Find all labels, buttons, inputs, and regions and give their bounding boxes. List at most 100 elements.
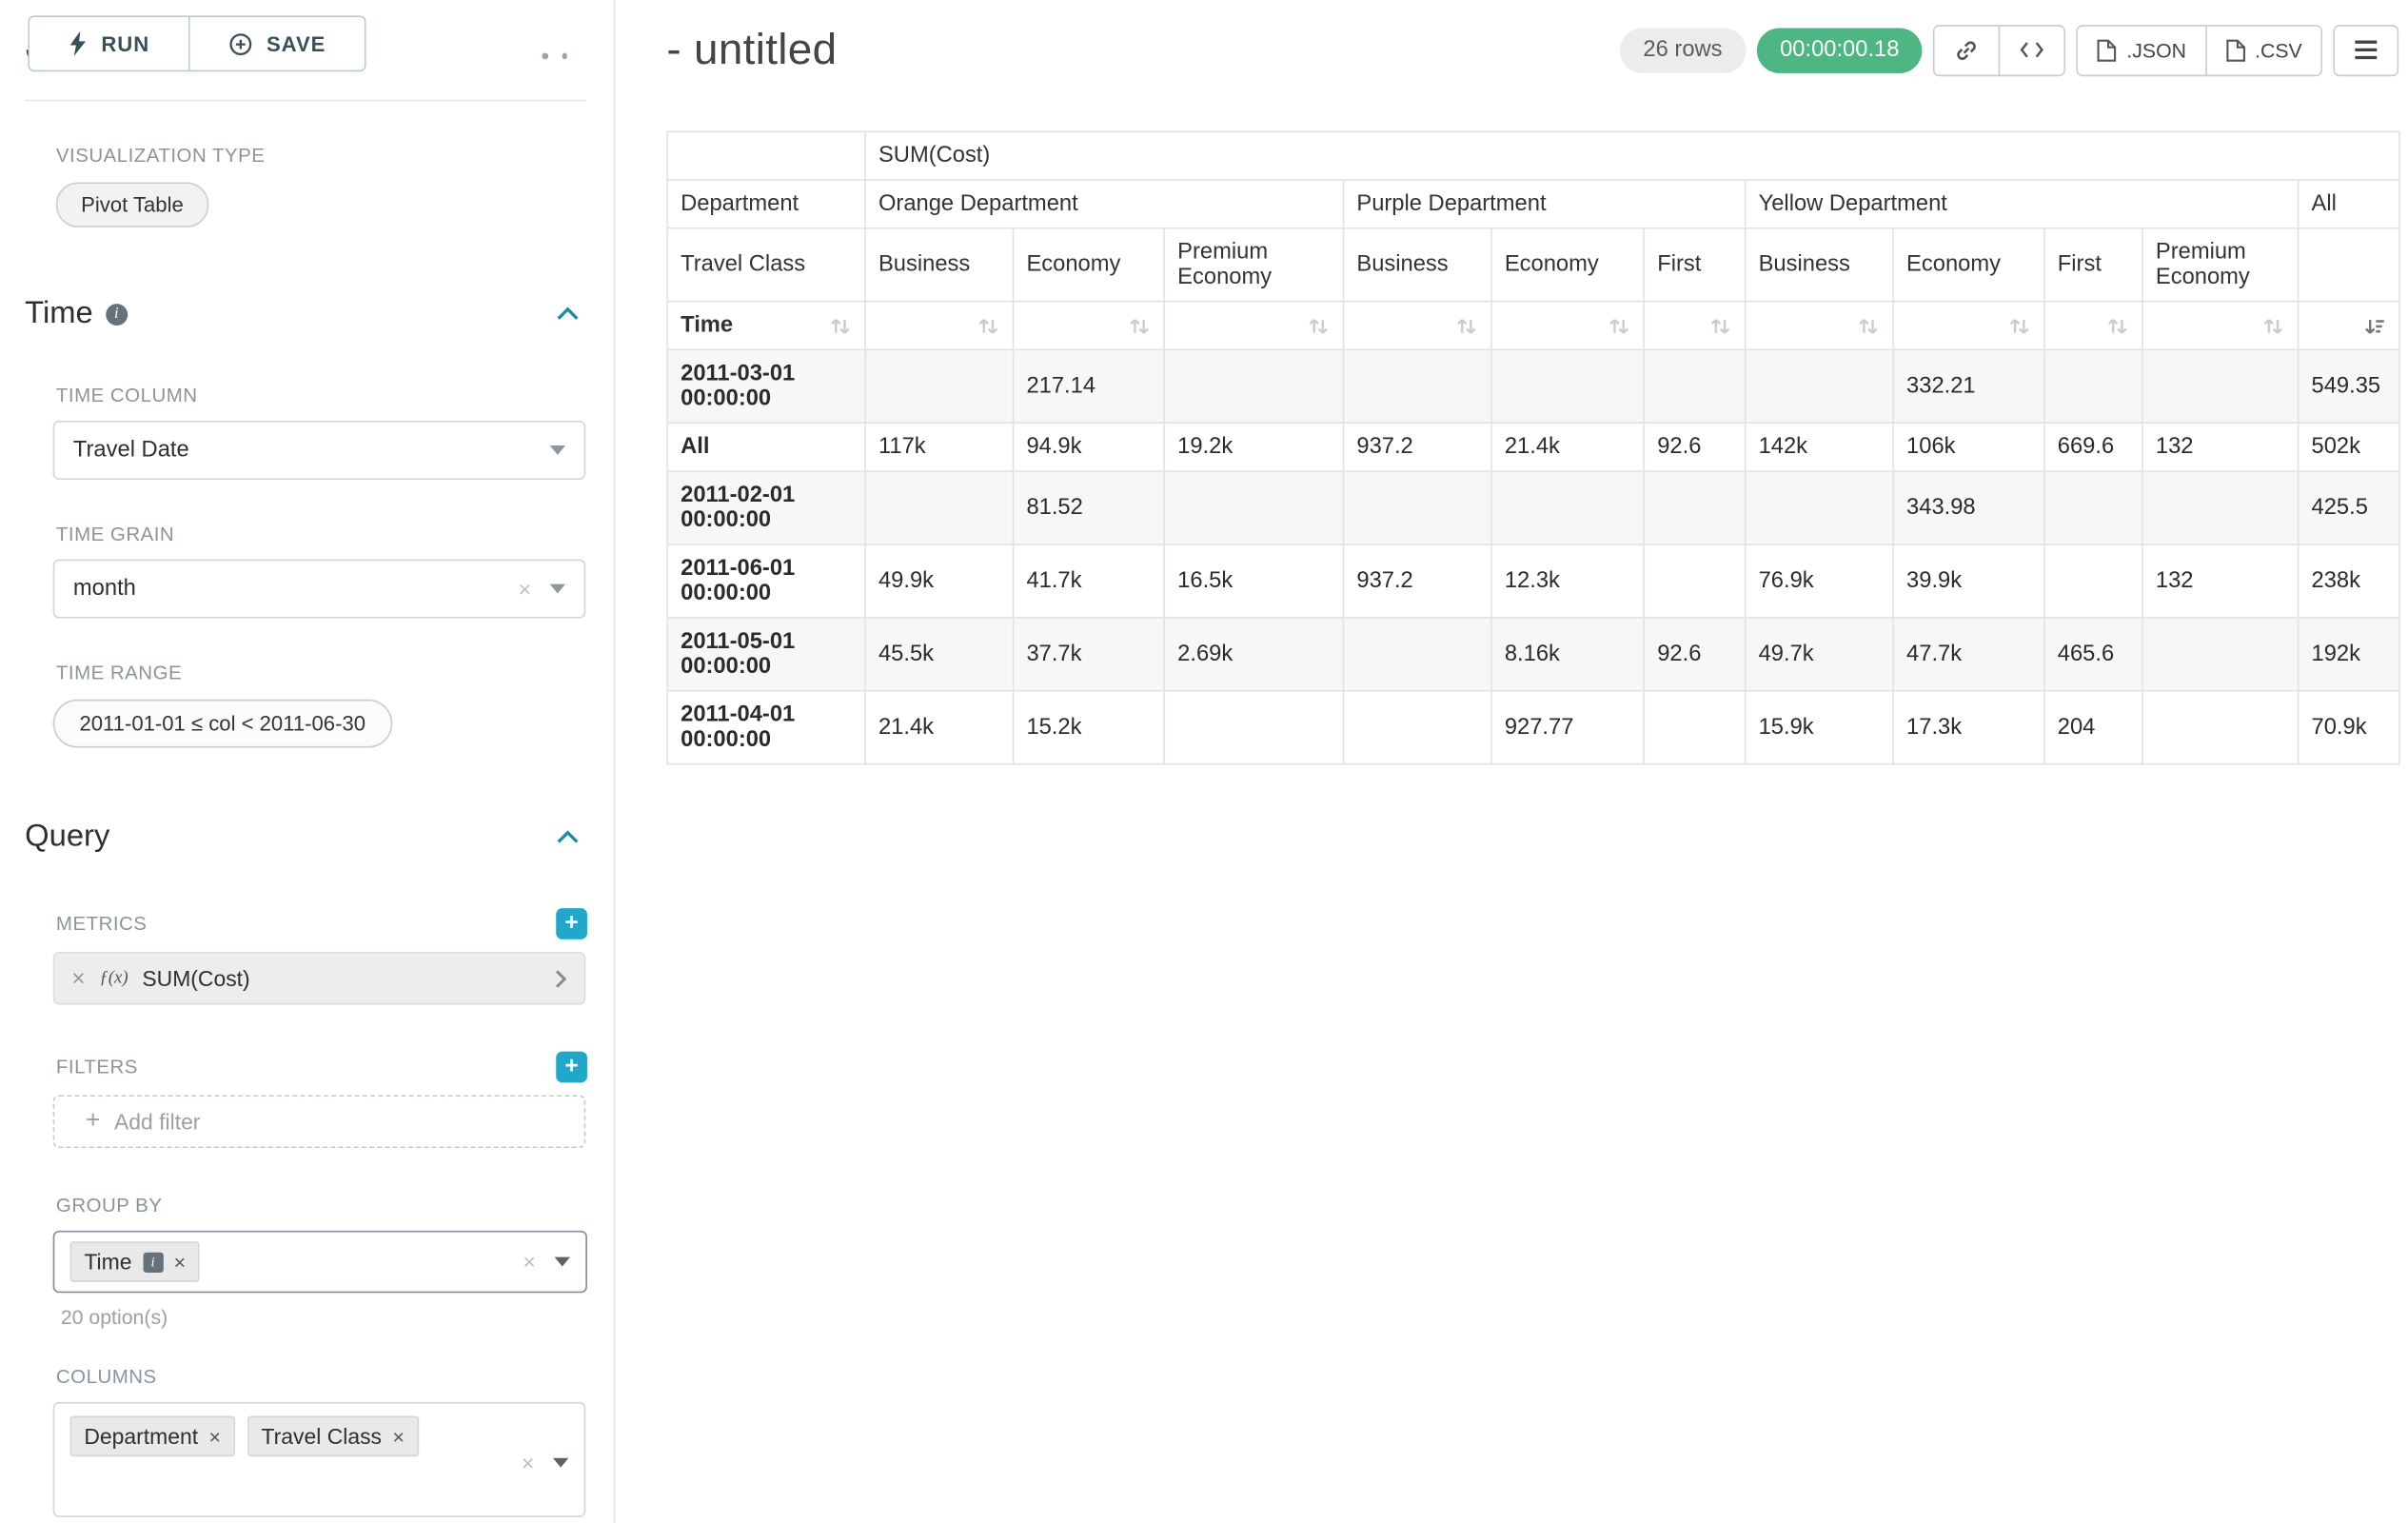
row-label: 2011-03-01 00:00:00 [666,348,866,425]
column-sort-header[interactable] [1744,300,1894,351]
save-button[interactable]: SAVE [189,17,365,70]
time-range-label: TIME RANGE [55,662,183,684]
chevron-up-icon[interactable] [556,830,580,844]
pivot-value-cell: 12.3k [1490,544,1646,619]
column-sort-header[interactable] [2142,300,2299,351]
remove-token-icon[interactable]: × [208,1424,221,1449]
chevron-right-icon[interactable] [555,968,567,988]
pivot-value-cell: 21.4k [1490,422,1646,472]
columns-token-department[interactable]: Department × [69,1415,235,1457]
sort-toggle-icon[interactable] [829,314,853,338]
pivot-value-cell [864,348,1015,425]
column-sort-header[interactable] [1163,300,1345,351]
embed-code-button[interactable] [1999,26,2064,74]
time-grain-value: month [72,576,136,602]
query-section-title: Query [25,819,110,854]
column-sort-header[interactable] [2043,300,2143,351]
sort-toggle-icon[interactable] [2007,314,2031,338]
export-csv-button[interactable]: .CSV [2204,26,2321,74]
visualization-type-value[interactable]: Pivot Table [55,182,208,227]
remove-token-icon[interactable]: × [392,1424,405,1449]
query-section-header: Query [25,820,585,856]
export-json-button[interactable]: .JSON [2078,26,2205,74]
travel-class-col-header: Economy [1892,227,2045,303]
metric-header: SUM(Cost) [864,130,2400,181]
travel-class-col-header: Business [864,227,1015,303]
pivot-value-cell: 549.35 [2297,348,2400,425]
table-row: 2011-04-01 00:00:00 21.4k 15.2k 927.77 15.9k… [666,689,2400,765]
chart-title: - untitled [666,25,838,73]
sort-toggle-icon[interactable] [1128,314,1152,338]
plus-icon: + [86,1107,101,1135]
travel-class-col-header: Business [1744,227,1894,303]
hamburger-icon [2354,39,2378,61]
file-icon [2225,38,2245,62]
column-sort-header[interactable] [1012,300,1166,351]
pivot-value-cell: 8.16k [1490,617,1646,692]
chevron-down-icon[interactable] [552,1457,569,1468]
remove-metric-icon[interactable]: × [71,964,86,992]
chevron-down-icon[interactable] [549,583,566,594]
time-column-select[interactable]: Travel Date [52,420,586,481]
sort-toggle-icon[interactable] [1307,314,1331,338]
pivot-value-cell: 2.69k [1163,617,1345,692]
column-sort-header[interactable] [864,300,1015,351]
link-icon [1954,36,1981,63]
lightning-icon [69,30,88,56]
column-sort-header[interactable] [1490,300,1646,351]
token-label: Travel Class [261,1423,382,1449]
chevron-down-icon[interactable] [554,1256,570,1267]
time-range-value[interactable]: 2011-01-01 ≤ col < 2011-06-30 [52,699,392,748]
sort-toggle-icon[interactable] [1454,314,1478,338]
columns-token-travel-class[interactable]: Travel Class × [247,1415,419,1457]
clear-icon[interactable]: × [523,1249,536,1275]
columns-select[interactable]: Department × Travel Class × × [52,1401,586,1517]
share-button-group [1933,24,2066,76]
time-column-label: TIME COLUMN [55,385,198,407]
sort-desc-icon[interactable] [2363,314,2387,338]
copy-link-button[interactable] [1935,26,2000,74]
token-label: Department [84,1423,199,1449]
travel-class-col-header: Economy [1490,227,1646,303]
pivot-value-cell [864,470,1015,545]
pivot-value-cell: 45.5k [864,617,1015,692]
sort-toggle-icon[interactable] [1708,314,1732,338]
group-by-token-time[interactable]: Time i × [69,1241,200,1282]
pivot-value-cell: 21.4k [864,689,1015,765]
add-filter-plus-button[interactable]: + [556,1051,587,1083]
add-filter-label: Add filter [114,1109,201,1135]
chevron-up-icon[interactable] [556,307,580,321]
sort-toggle-icon[interactable] [977,314,1000,338]
table-row: 2011-06-01 00:00:00 49.9k 41.7k 16.5k 937.2 1… [666,544,2400,619]
remove-token-icon[interactable]: × [173,1250,187,1274]
menu-button[interactable] [2335,26,2398,74]
metric-item[interactable]: × ƒ(x) SUM(Cost) [52,951,586,1005]
sort-toggle-icon[interactable] [1608,314,1631,338]
time-sort-header[interactable]: Time [666,300,866,351]
group-by-select[interactable]: Time i × × [52,1230,587,1294]
pivot-value-cell: 142k [1744,422,1894,472]
metrics-label: METRICS [55,912,148,935]
pivot-value-cell: 343.98 [1892,470,2045,545]
pivot-value-cell: 76.9k [1744,544,1894,619]
sort-toggle-icon[interactable] [2106,314,2130,338]
run-button[interactable]: RUN [30,17,190,70]
sort-toggle-icon[interactable] [2261,314,2285,338]
row-label: All [666,422,866,472]
column-sort-header[interactable] [1342,300,1492,351]
sort-toggle-icon[interactable] [1857,314,1881,338]
columns-label: COLUMNS [55,1366,157,1389]
time-section-header: Time i [25,296,585,332]
clear-icon[interactable]: × [518,576,532,602]
clear-icon[interactable]: × [521,1450,535,1475]
add-metric-button[interactable]: + [556,908,587,940]
column-sort-header[interactable] [1643,300,1747,351]
column-sort-header[interactable] [2297,300,2400,351]
row-label: 2011-02-01 00:00:00 [666,470,866,545]
chevron-down-icon[interactable] [549,445,566,455]
pivot-corner-cell [666,130,866,181]
add-filter-button[interactable]: + Add filter [52,1095,586,1149]
pivot-value-cell: 117k [864,422,1015,472]
column-sort-header[interactable] [1892,300,2045,351]
time-grain-select[interactable]: month × [52,559,586,619]
